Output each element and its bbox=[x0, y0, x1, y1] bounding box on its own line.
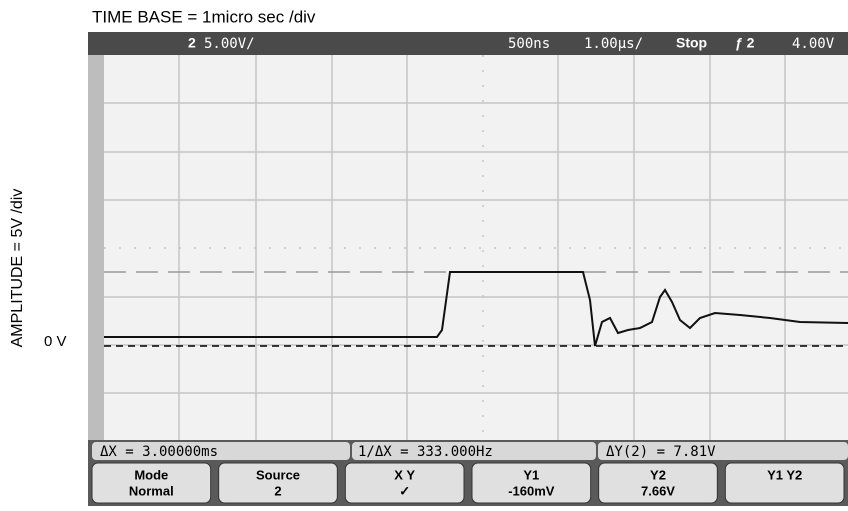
softkey-bottom: Normal bbox=[129, 483, 174, 498]
time-scale: 1.00µs/ bbox=[584, 36, 643, 52]
softkey[interactable] bbox=[344, 462, 465, 504]
status: ΔY(2) = 7.81V bbox=[606, 444, 716, 460]
trigger: ƒ 2 bbox=[735, 35, 755, 51]
softkey-bottom: 7.66V bbox=[641, 483, 675, 498]
trigger-level: 4.00V bbox=[792, 36, 835, 52]
softkey[interactable] bbox=[598, 462, 718, 504]
softkey-top: Y1 bbox=[523, 467, 539, 482]
waveform bbox=[104, 271, 848, 347]
softkey-top: Mode bbox=[134, 467, 168, 482]
y-label: AMPLITUDE = 5V /div bbox=[9, 189, 26, 348]
status: 1/ΔX = 333.000Hz bbox=[358, 444, 493, 460]
delay: 500ns bbox=[508, 36, 550, 52]
softkey-top: Y2 bbox=[650, 467, 666, 482]
softkey-top: Y1 Y2 bbox=[767, 467, 802, 482]
scale: 5.00V/ bbox=[204, 36, 255, 52]
softkey[interactable] bbox=[471, 462, 592, 504]
zero-label: 0 V bbox=[44, 333, 67, 350]
channel: 2 bbox=[188, 35, 196, 51]
grid-area bbox=[104, 55, 848, 440]
softkey[interactable] bbox=[91, 462, 212, 504]
status-box bbox=[92, 442, 350, 460]
softkey-top: X Y bbox=[394, 467, 415, 482]
grid bbox=[104, 55, 848, 440]
softkey-bottom: 2 bbox=[274, 483, 281, 498]
state: Stop bbox=[676, 35, 707, 51]
status-row: ΔX = 3.00000ms 1/ΔX = 333.000Hz ΔY(2) = … bbox=[92, 442, 848, 460]
status-box bbox=[352, 442, 596, 460]
softkey-bottom: ✓ bbox=[399, 483, 410, 498]
softkey-bottom: -160mV bbox=[508, 483, 555, 498]
status-box bbox=[598, 442, 848, 460]
softkey[interactable] bbox=[724, 462, 845, 504]
softkey-top: Source bbox=[256, 467, 300, 482]
status: ΔX = 3.00000ms bbox=[100, 444, 218, 460]
title: TIME BASE = 1micro sec /div bbox=[92, 7, 316, 26]
top-bar-texts: 2 5.00V/ 500ns 1.00µs/ Stop ƒ 2 4.00V bbox=[188, 35, 835, 52]
top-bar bbox=[88, 32, 848, 55]
softkey[interactable] bbox=[218, 462, 338, 504]
